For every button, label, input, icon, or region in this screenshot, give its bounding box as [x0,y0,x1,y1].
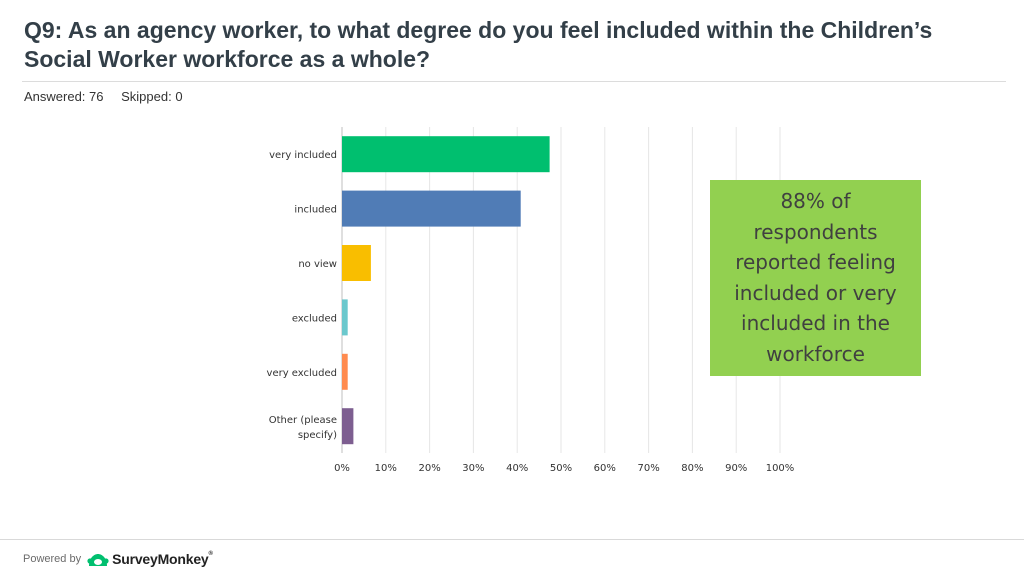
x-tick-label: 10% [375,463,397,474]
summary-callout: 88% of respondents reported feeling incl… [710,180,921,376]
footer-divider [0,539,1024,540]
trademark-symbol: ® [208,551,213,557]
surveymonkey-logo-icon [87,554,109,566]
category-label: excluded [292,313,337,324]
x-tick-label: 20% [418,463,440,474]
category-label: included [294,205,337,216]
bar [342,299,348,336]
brand-name: SurveyMonkey [112,551,209,567]
skipped-count: Skipped: 0 [121,89,183,104]
bar [342,353,348,390]
bar [342,408,354,445]
x-tick-label: 60% [594,463,616,474]
x-tick-label: 50% [550,463,572,474]
category-label-line: excluded [292,313,337,324]
x-tick-label: 0% [334,463,350,474]
question-title: Q9: As an agency worker, to what degree … [24,17,933,72]
bar [342,136,550,173]
bar [342,190,521,227]
callout-text: 88% of respondents reported feeling incl… [734,189,897,366]
x-tick-label: 80% [681,463,703,474]
footer: Powered by SurveyMonkey® [23,551,213,567]
powered-by-label: Powered by [23,553,82,565]
bar [342,245,371,281]
category-label-line: included [294,205,337,216]
category-label: no view [298,259,337,270]
x-tick-label: 100% [766,463,795,474]
x-tick-label: 90% [725,463,747,474]
category-label-line: very included [269,150,337,161]
x-tick-label: 70% [637,463,659,474]
surveymonkey-logo-text: SurveyMonkey® [112,551,213,567]
category-label: very included [269,150,337,161]
x-tick-label: 40% [506,463,528,474]
response-stats: Answered: 76 Skipped: 0 [24,89,197,104]
category-label-line: very excluded [267,368,337,379]
x-tick-label: 30% [462,463,484,474]
category-label: very excluded [267,368,337,379]
category-label-line: Other (please [269,415,337,426]
category-label: Other (please specify) [269,415,337,441]
category-label-line: specify) [298,430,337,441]
title-divider [22,81,1006,82]
answered-count: Answered: 76 [24,89,104,104]
category-label-line: no view [298,259,337,270]
